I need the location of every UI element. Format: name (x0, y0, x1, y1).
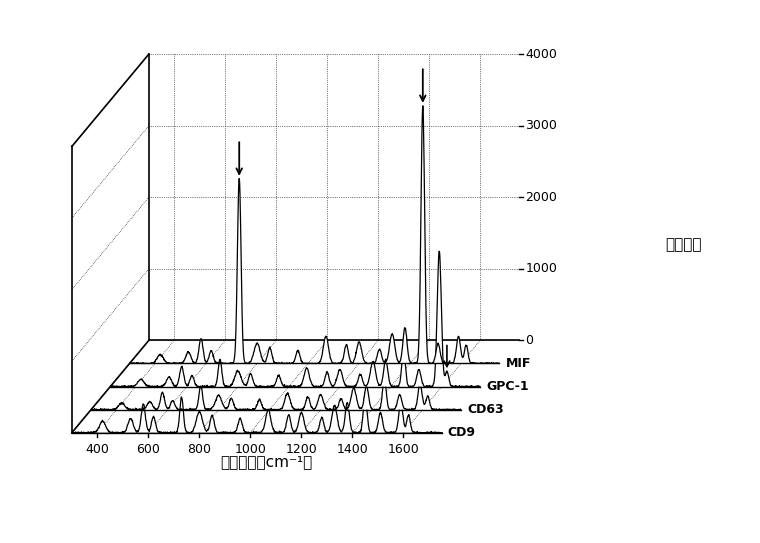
Text: 拉曼位移（cm⁻¹）: 拉曼位移（cm⁻¹） (220, 454, 312, 470)
Polygon shape (72, 393, 442, 433)
Text: 800: 800 (188, 443, 211, 456)
Text: 600: 600 (137, 443, 160, 456)
Polygon shape (129, 106, 499, 363)
Polygon shape (91, 378, 461, 409)
Text: 0: 0 (525, 334, 534, 347)
Text: 1200: 1200 (286, 443, 317, 456)
Text: MIF: MIF (505, 357, 531, 370)
Text: 4000: 4000 (525, 48, 557, 61)
Text: CD9: CD9 (448, 426, 476, 439)
Text: 1600: 1600 (388, 443, 420, 456)
Text: GPC-1: GPC-1 (486, 380, 529, 393)
Text: 2000: 2000 (525, 191, 557, 204)
Text: 3000: 3000 (525, 119, 557, 132)
Text: 400: 400 (85, 443, 109, 456)
Text: 拉曼强度: 拉曼强度 (666, 237, 702, 252)
Polygon shape (110, 251, 480, 387)
Text: CD63: CD63 (467, 403, 504, 416)
Text: 1000: 1000 (525, 262, 557, 275)
Text: 1000: 1000 (234, 443, 266, 456)
Text: 1400: 1400 (337, 443, 369, 456)
